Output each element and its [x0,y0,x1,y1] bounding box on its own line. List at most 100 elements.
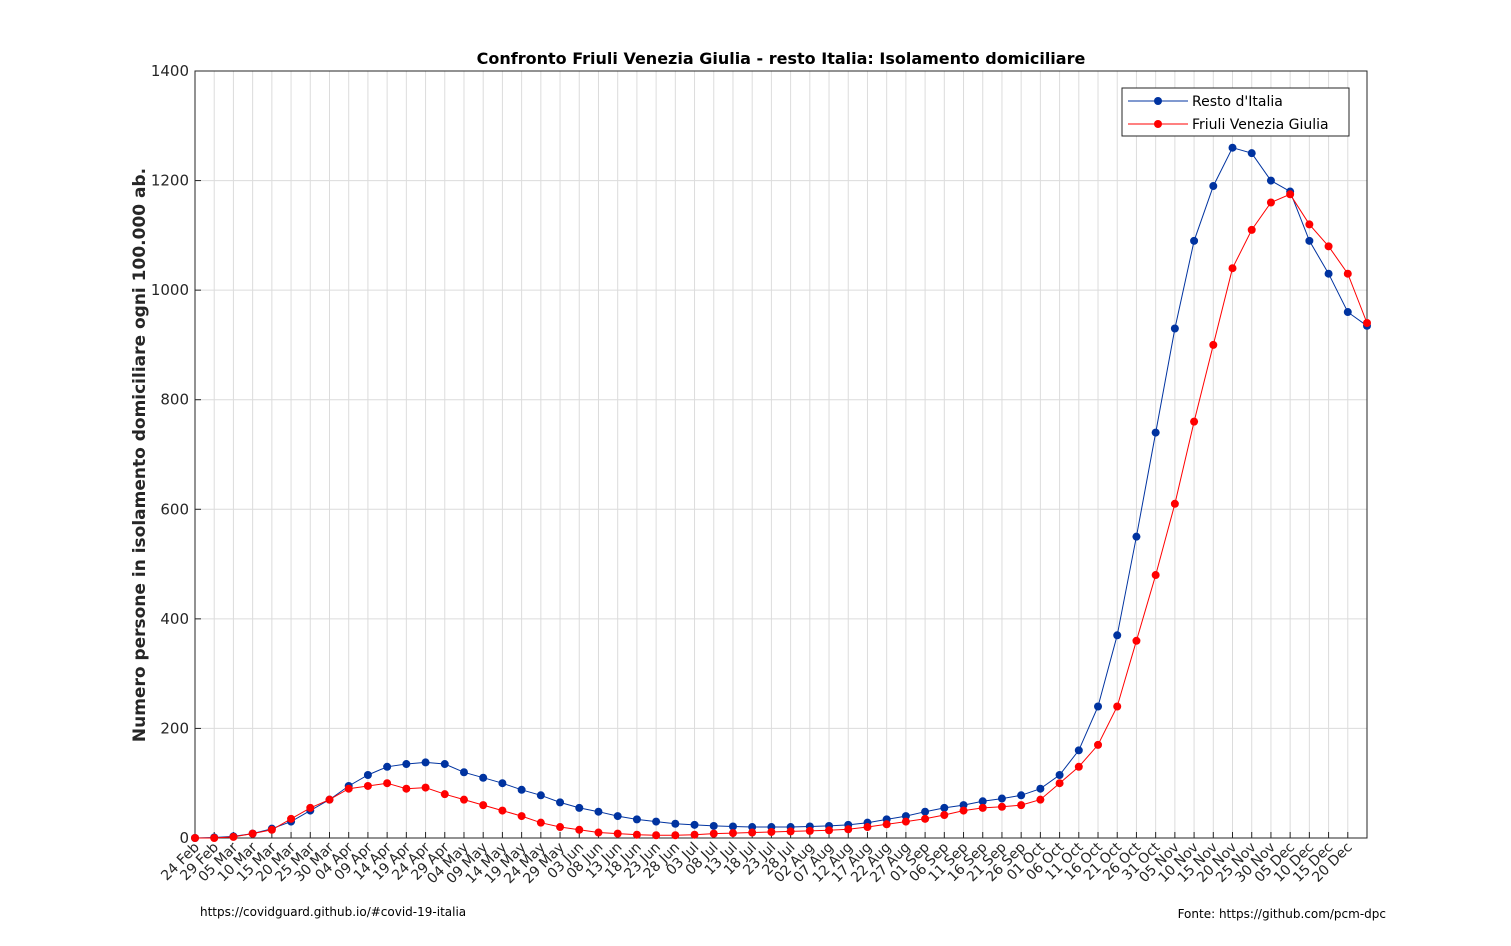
series [191,190,1371,842]
data-point [556,823,565,832]
data-point [594,807,603,816]
y-tick-label: 800 [160,391,189,409]
data-point [479,801,488,810]
data-point [709,821,718,830]
data-point [671,819,680,828]
data-point [882,820,891,829]
data-point [978,797,987,806]
data-point [901,817,910,826]
data-point [267,825,276,834]
data-point [1055,779,1064,788]
data-point [997,794,1006,803]
data-point [825,826,834,835]
data-point [1094,702,1103,711]
data-point [556,798,565,807]
data-point [191,834,199,842]
y-tick-label: 1000 [151,281,189,299]
data-point [287,814,296,823]
data-point [402,760,411,769]
footer-left: https://covidguard.github.io/#covid-19-i… [200,905,466,919]
data-point [498,806,507,815]
data-point [1343,269,1352,278]
legend-marker [1154,120,1162,128]
data-point [594,828,603,837]
data-point [248,829,257,838]
data-point [498,779,507,788]
data-point [652,817,661,826]
data-point [997,802,1006,811]
data-point [613,829,622,838]
data-point [767,827,776,836]
data-point [748,828,757,837]
data-point [575,803,584,812]
data-point [575,825,584,834]
legend-label: Resto d'Italia [1192,94,1283,110]
data-point [786,827,795,836]
data-point [1151,571,1160,580]
data-point [1247,149,1256,158]
data-point [421,783,430,792]
data-point [1094,740,1103,749]
data-point [1228,264,1237,273]
data-point [517,812,526,821]
data-point [1247,225,1256,234]
data-point [1209,340,1218,349]
data-point [1132,532,1141,541]
data-point [863,823,872,832]
data-point [459,768,468,777]
y-tick-label: 1200 [151,172,189,190]
legend-marker [1154,97,1162,105]
data-point [921,814,930,823]
data-point [1286,190,1295,199]
data-point [652,831,661,840]
data-point [1170,499,1179,508]
data-point [1074,762,1083,771]
data-point [748,823,757,832]
data-point [440,790,449,799]
data-point [459,795,468,804]
data-point [1305,236,1314,245]
data-point [1266,198,1275,207]
data-point [1017,791,1026,800]
data-point [1036,784,1045,793]
legend-label: Friuli Venezia Giulia [1192,117,1329,133]
legend-box [1121,87,1350,137]
data-point [363,770,372,779]
data-point [632,815,641,824]
y-tick-label: 200 [160,719,189,737]
data-point [728,822,737,831]
data-point [1305,220,1314,229]
data-point [728,829,737,838]
data-point [1036,795,1045,804]
data-point [671,831,680,840]
data-point [709,829,718,838]
data-point [344,784,353,793]
data-point [402,784,411,793]
data-point [536,791,545,800]
data-point [440,760,449,769]
data-point [1113,631,1122,640]
data-point [1151,428,1160,437]
data-point [421,758,430,767]
y-tick-label: 1400 [151,62,189,80]
data-point [363,781,372,790]
data-point [690,830,699,839]
y-tick-label: 0 [179,829,189,847]
data-point [1074,746,1083,755]
chart-title: Confronto Friuli Venezia Giulia - resto … [477,49,1086,68]
data-point [1343,308,1352,317]
y-tick-label: 400 [160,610,189,628]
data-point [1055,770,1064,779]
data-point [479,773,488,782]
data-point [1228,143,1237,152]
data-point [1113,702,1122,711]
data-point [1266,176,1275,185]
data-point [1132,636,1141,645]
y-axis-label: Numero persone in isolamento domiciliare… [130,168,150,742]
data-point [978,803,987,812]
y-tick-label: 600 [160,500,189,518]
data-point [940,803,949,812]
data-point [517,785,526,794]
